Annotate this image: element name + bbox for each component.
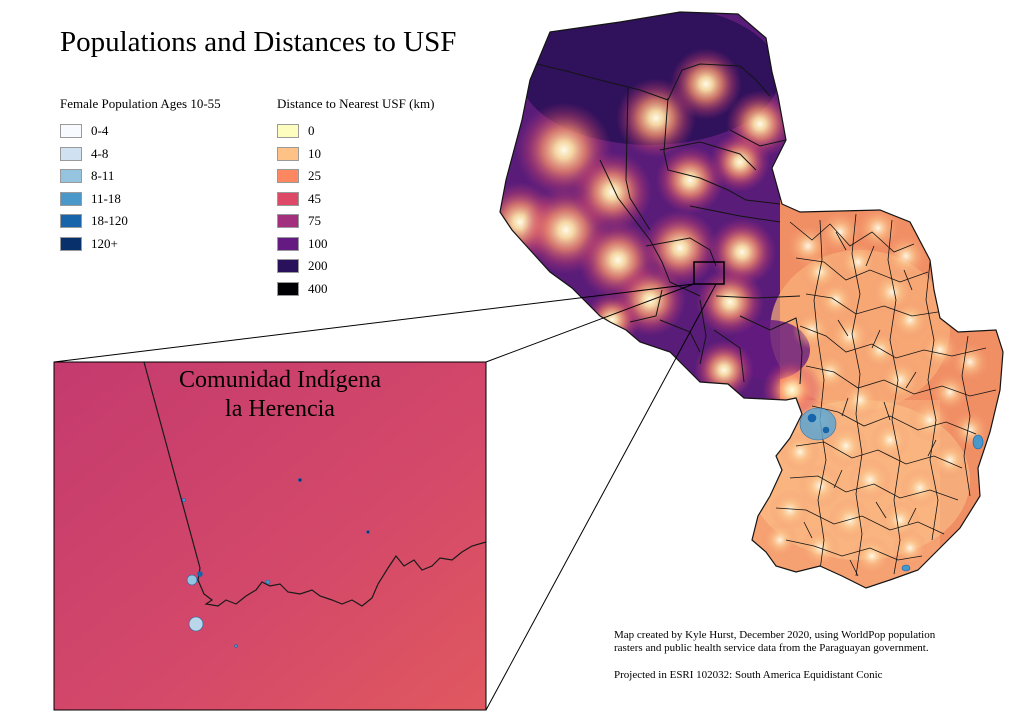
leader-line-bottom bbox=[485, 283, 717, 711]
distance-legend-label: 200 bbox=[308, 258, 328, 274]
map-credits: Map created by Kyle Hurst, December 2020… bbox=[614, 629, 944, 682]
distance-legend-swatch bbox=[277, 191, 299, 206]
population-legend-swatch bbox=[60, 236, 82, 251]
inset-map bbox=[53, 361, 487, 711]
distance-legend-item: 100 bbox=[277, 233, 434, 256]
distance-legend-swatch bbox=[277, 281, 299, 296]
leader-line-top bbox=[53, 283, 695, 363]
distance-legend-swatch bbox=[277, 259, 299, 274]
distance-legend-item: 400 bbox=[277, 278, 434, 301]
distance-legend-label: 400 bbox=[308, 280, 328, 296]
population-legend-item: 18-120 bbox=[60, 210, 221, 233]
distance-legend-label: 0 bbox=[308, 123, 315, 139]
distance-legend-item: 0 bbox=[277, 120, 434, 143]
distance-legend-swatch bbox=[277, 146, 299, 161]
population-legend-swatch bbox=[60, 146, 82, 161]
distance-legend-item: 25 bbox=[277, 165, 434, 188]
population-legend-swatch bbox=[60, 169, 82, 184]
population-legend-label: 18-120 bbox=[91, 213, 128, 229]
population-legend-label: 4-8 bbox=[91, 145, 109, 161]
distance-legend-label: 45 bbox=[308, 190, 321, 206]
distance-legend-item: 10 bbox=[277, 143, 434, 166]
distance-legend-item: 75 bbox=[277, 210, 434, 233]
inset-title: Comunidad Indígena la Herencia bbox=[130, 366, 430, 424]
distance-legend: Distance to Nearest USF (km) 0 10 25 45 75 10… bbox=[277, 96, 434, 300]
credits-source: Map created by Kyle Hurst, December 2020… bbox=[614, 629, 936, 654]
population-legend-label: 120+ bbox=[91, 235, 118, 251]
distance-legend-item: 200 bbox=[277, 255, 434, 278]
population-legend: Female Population Ages 10-55 0-4 4-8 8-11 1… bbox=[60, 96, 221, 255]
population-legend-swatch bbox=[60, 124, 82, 139]
population-legend-item: 11-18 bbox=[60, 188, 221, 211]
distance-legend-swatch bbox=[277, 124, 299, 139]
population-legend-title: Female Population Ages 10-55 bbox=[60, 96, 221, 111]
population-legend-item: 4-8 bbox=[60, 143, 221, 166]
inset-title-line2: la Herencia bbox=[225, 396, 335, 422]
inset-locator-box bbox=[693, 261, 725, 285]
credits-projection: Projected in ESRI 102032: South America … bbox=[614, 669, 883, 681]
distance-legend-label: 75 bbox=[308, 213, 321, 229]
distance-legend-label: 100 bbox=[308, 235, 328, 251]
distance-legend-swatch bbox=[277, 236, 299, 251]
inset-title-line1: Comunidad Indígena bbox=[179, 367, 381, 393]
population-legend-swatch bbox=[60, 191, 82, 206]
population-cluster-markers bbox=[799, 407, 984, 572]
population-legend-item: 0-4 bbox=[60, 120, 221, 143]
distance-legend-title: Distance to Nearest USF (km) bbox=[277, 96, 435, 111]
population-legend-items: 0-4 4-8 8-11 11-18 18-120 120+ bbox=[60, 120, 221, 255]
population-legend-label: 8-11 bbox=[91, 168, 115, 184]
leader-line-right bbox=[485, 283, 695, 363]
population-legend-swatch bbox=[60, 214, 82, 229]
distance-legend-items: 0 10 25 45 75 100 200 400 bbox=[277, 120, 434, 300]
distance-legend-label: 25 bbox=[308, 168, 321, 184]
population-legend-label: 0-4 bbox=[91, 123, 109, 139]
population-legend-item: 120+ bbox=[60, 233, 221, 256]
distance-legend-label: 10 bbox=[308, 145, 321, 161]
distance-legend-swatch bbox=[277, 214, 299, 229]
population-legend-item: 8-11 bbox=[60, 165, 221, 188]
population-legend-label: 11-18 bbox=[91, 190, 121, 206]
distance-legend-swatch bbox=[277, 169, 299, 184]
country-boundary bbox=[499, 11, 1004, 589]
map-title: Populations and Distances to USF bbox=[60, 26, 457, 58]
distance-legend-item: 45 bbox=[277, 188, 434, 211]
